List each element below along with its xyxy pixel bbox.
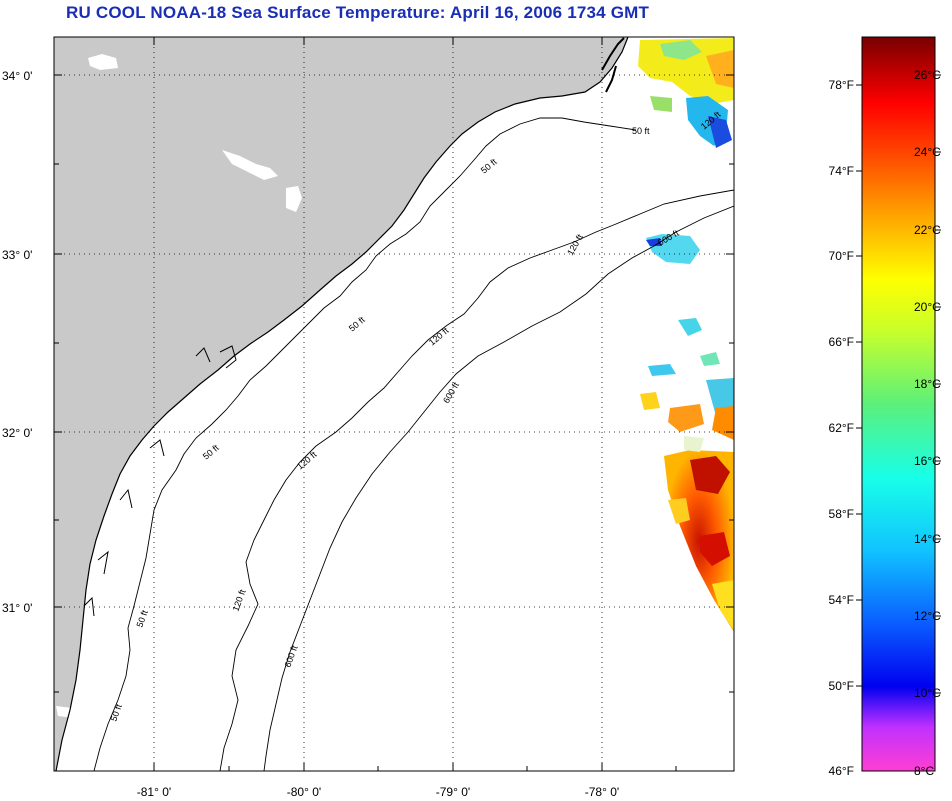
lake [56, 706, 74, 718]
contour-600ft [263, 205, 734, 771]
lake [286, 186, 302, 212]
y-tick-label: 31° 0' [2, 601, 32, 615]
colorbar-label-f: 62°F [829, 421, 854, 435]
colorbar-label-f: 50°F [829, 679, 854, 693]
colorbar-label-c: 20°C [914, 300, 941, 314]
contour-label: 50 ft [632, 126, 650, 136]
lake [222, 150, 278, 180]
colorbar-label-f: 70°F [829, 249, 854, 263]
colorbar-label-c: 8°C [914, 764, 934, 778]
colorbar-label-f: 66°F [829, 335, 854, 349]
contour-50ft [93, 117, 637, 771]
x-tick-label: -80° 0' [287, 785, 321, 799]
y-tick-label: 33° 0' [2, 248, 32, 262]
x-tick-label: -79° 0' [436, 785, 470, 799]
colorbar-label-c: 14°C [914, 532, 941, 546]
colorbar-label-c: 22°C [914, 223, 941, 237]
axis-ticks [54, 37, 734, 771]
estuary-detail [83, 345, 237, 617]
sst-data [638, 38, 734, 632]
lake [88, 54, 118, 70]
land-mass [54, 37, 628, 771]
map-title: RU COOL NOAA-18 Sea Surface Temperature:… [66, 3, 650, 22]
colorbar-label-c: 12°C [914, 609, 941, 623]
colorbar-label-f: 46°F [829, 764, 854, 778]
colorbar-label-c: 10°C [914, 686, 941, 700]
x-tick-label: -78° 0' [585, 785, 619, 799]
colorbar-label-f: 54°F [829, 593, 854, 607]
y-tick-label: 32° 0' [2, 426, 32, 440]
grid-lines [54, 37, 734, 771]
colorbar-label-c: 24°C [914, 145, 941, 159]
colorbar-ticks [856, 74, 941, 694]
colorbar-label-c: 26°C [914, 68, 941, 82]
colorbar-label-c: 18°C [914, 377, 941, 391]
colorbar-label-c: 16°C [914, 454, 941, 468]
colorbar-label-f: 58°F [829, 507, 854, 521]
y-tick-label: 34° 0' [2, 69, 32, 83]
x-tick-label: -81° 0' [137, 785, 171, 799]
colorbar [861, 36, 936, 772]
map-frame [53, 36, 735, 772]
barrier-island [601, 37, 625, 93]
contour-120ft [219, 189, 734, 771]
colorbar-label-f: 74°F [829, 164, 854, 178]
coastline [55, 37, 629, 771]
colorbar-label-f: 78°F [829, 78, 854, 92]
